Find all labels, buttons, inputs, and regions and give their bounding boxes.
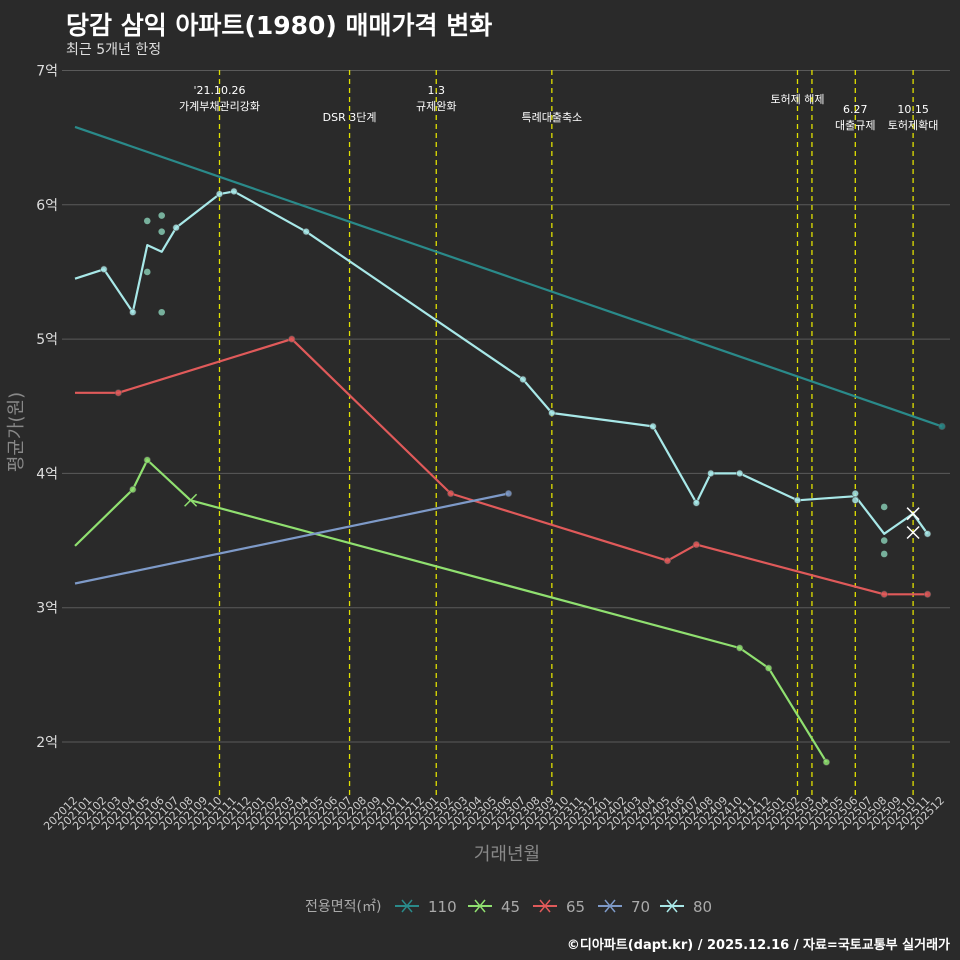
series-line-110 xyxy=(74,125,943,428)
scatter-point-80 xyxy=(880,537,888,544)
y-tick-label: 6억 xyxy=(36,198,58,214)
legend-key-cross-45 xyxy=(474,899,486,913)
data-point-45 xyxy=(736,644,744,652)
data-point-45 xyxy=(143,456,151,464)
source-caption: ©디아파트(dapt.kr) / 2025.12.16 / 자료=국토교통부 실… xyxy=(566,938,950,953)
legend-title: 전용면적(㎡) xyxy=(305,899,381,915)
event-label: DSR 3단계 xyxy=(323,111,377,124)
data-point-80 xyxy=(230,187,238,195)
scatter-point-80 xyxy=(143,268,151,276)
event-label: 토허제확대 xyxy=(888,119,939,132)
chart-title: 당감 삼익 아파트(1980) 매매가격 변화 xyxy=(66,11,493,40)
event-label: 6.27 xyxy=(843,103,868,116)
data-point-80 xyxy=(100,265,108,273)
series-line-65 xyxy=(75,338,928,596)
legend-label-45: 45 xyxy=(501,898,520,916)
cross-marker-80 xyxy=(906,507,920,521)
data-point-80 xyxy=(707,469,715,478)
cross-marker-80 xyxy=(906,525,920,540)
data-point-65 xyxy=(663,557,672,565)
data-point-65 xyxy=(923,590,932,598)
legend-label-110: 110 xyxy=(428,898,457,916)
event-label: 가계부채관리강화 xyxy=(179,100,260,113)
legend-key-cross-65 xyxy=(539,899,551,913)
cross-stroke xyxy=(184,493,198,507)
data-point-65 xyxy=(692,540,700,549)
event-label: 토허제 해제 xyxy=(770,92,824,106)
x-axis-title: 거래년월 xyxy=(474,844,540,865)
event-label: 대출규제 xyxy=(835,119,875,132)
y-tick-label: 5억 xyxy=(36,332,58,348)
data-point-110 xyxy=(938,422,946,430)
y-tick-label: 2억 xyxy=(36,735,58,751)
data-point-80 xyxy=(692,499,700,507)
y-tick-label: 3억 xyxy=(36,601,58,617)
data-point-45 xyxy=(129,485,137,494)
data-point-80 xyxy=(519,375,527,383)
data-point-80 xyxy=(215,190,224,198)
data-point-65 xyxy=(447,489,455,498)
legend-label-65: 65 xyxy=(566,898,585,916)
data-point-65 xyxy=(114,389,122,397)
event-label: 10.15 xyxy=(897,103,929,116)
data-point-80 xyxy=(736,469,744,478)
data-point-80 xyxy=(851,489,859,498)
data-point-45 xyxy=(764,664,773,672)
scatter-point-80 xyxy=(880,550,888,558)
legend-key-cross-110 xyxy=(401,899,413,913)
data-point-80 xyxy=(851,496,859,504)
legend-key-cross-70 xyxy=(604,899,616,913)
cross-stroke xyxy=(906,507,920,521)
chart-subtitle: 최근 5개년 한정 xyxy=(66,42,162,58)
data-point-80 xyxy=(172,224,180,232)
series-line-80 xyxy=(74,190,929,535)
scatter-point-80 xyxy=(880,503,888,511)
data-point-80 xyxy=(793,496,802,504)
scatter-point-80 xyxy=(158,308,165,316)
y-axis-title: 평균가(원) xyxy=(6,392,27,472)
data-point-80 xyxy=(548,409,556,417)
cross-marker-45 xyxy=(184,493,198,507)
y-tick-label: 7억 xyxy=(36,64,58,80)
scatter-point-80 xyxy=(158,228,165,235)
data-point-65 xyxy=(288,335,296,343)
series-line-70 xyxy=(74,492,509,585)
legend-key-cross-80 xyxy=(666,899,678,913)
data-point-80 xyxy=(923,530,932,538)
scatter-point-80 xyxy=(158,212,165,219)
data-point-65 xyxy=(880,590,888,598)
cross-stroke xyxy=(906,525,920,540)
data-point-80 xyxy=(302,228,310,236)
data-point-80 xyxy=(649,422,657,430)
event-label: 1.3 xyxy=(428,84,446,97)
y-tick-label: 4억 xyxy=(36,466,58,482)
scatter-point-80 xyxy=(143,217,151,225)
event-label: 특례대출축소 xyxy=(521,111,582,124)
data-point-45 xyxy=(822,758,831,766)
data-point-70 xyxy=(504,489,513,498)
legend-label-80: 80 xyxy=(693,898,712,916)
event-label: 규제완화 xyxy=(416,100,456,113)
event-label: '21.10.26 xyxy=(193,84,245,97)
data-point-80 xyxy=(129,308,137,316)
legend-label-70: 70 xyxy=(631,898,650,916)
